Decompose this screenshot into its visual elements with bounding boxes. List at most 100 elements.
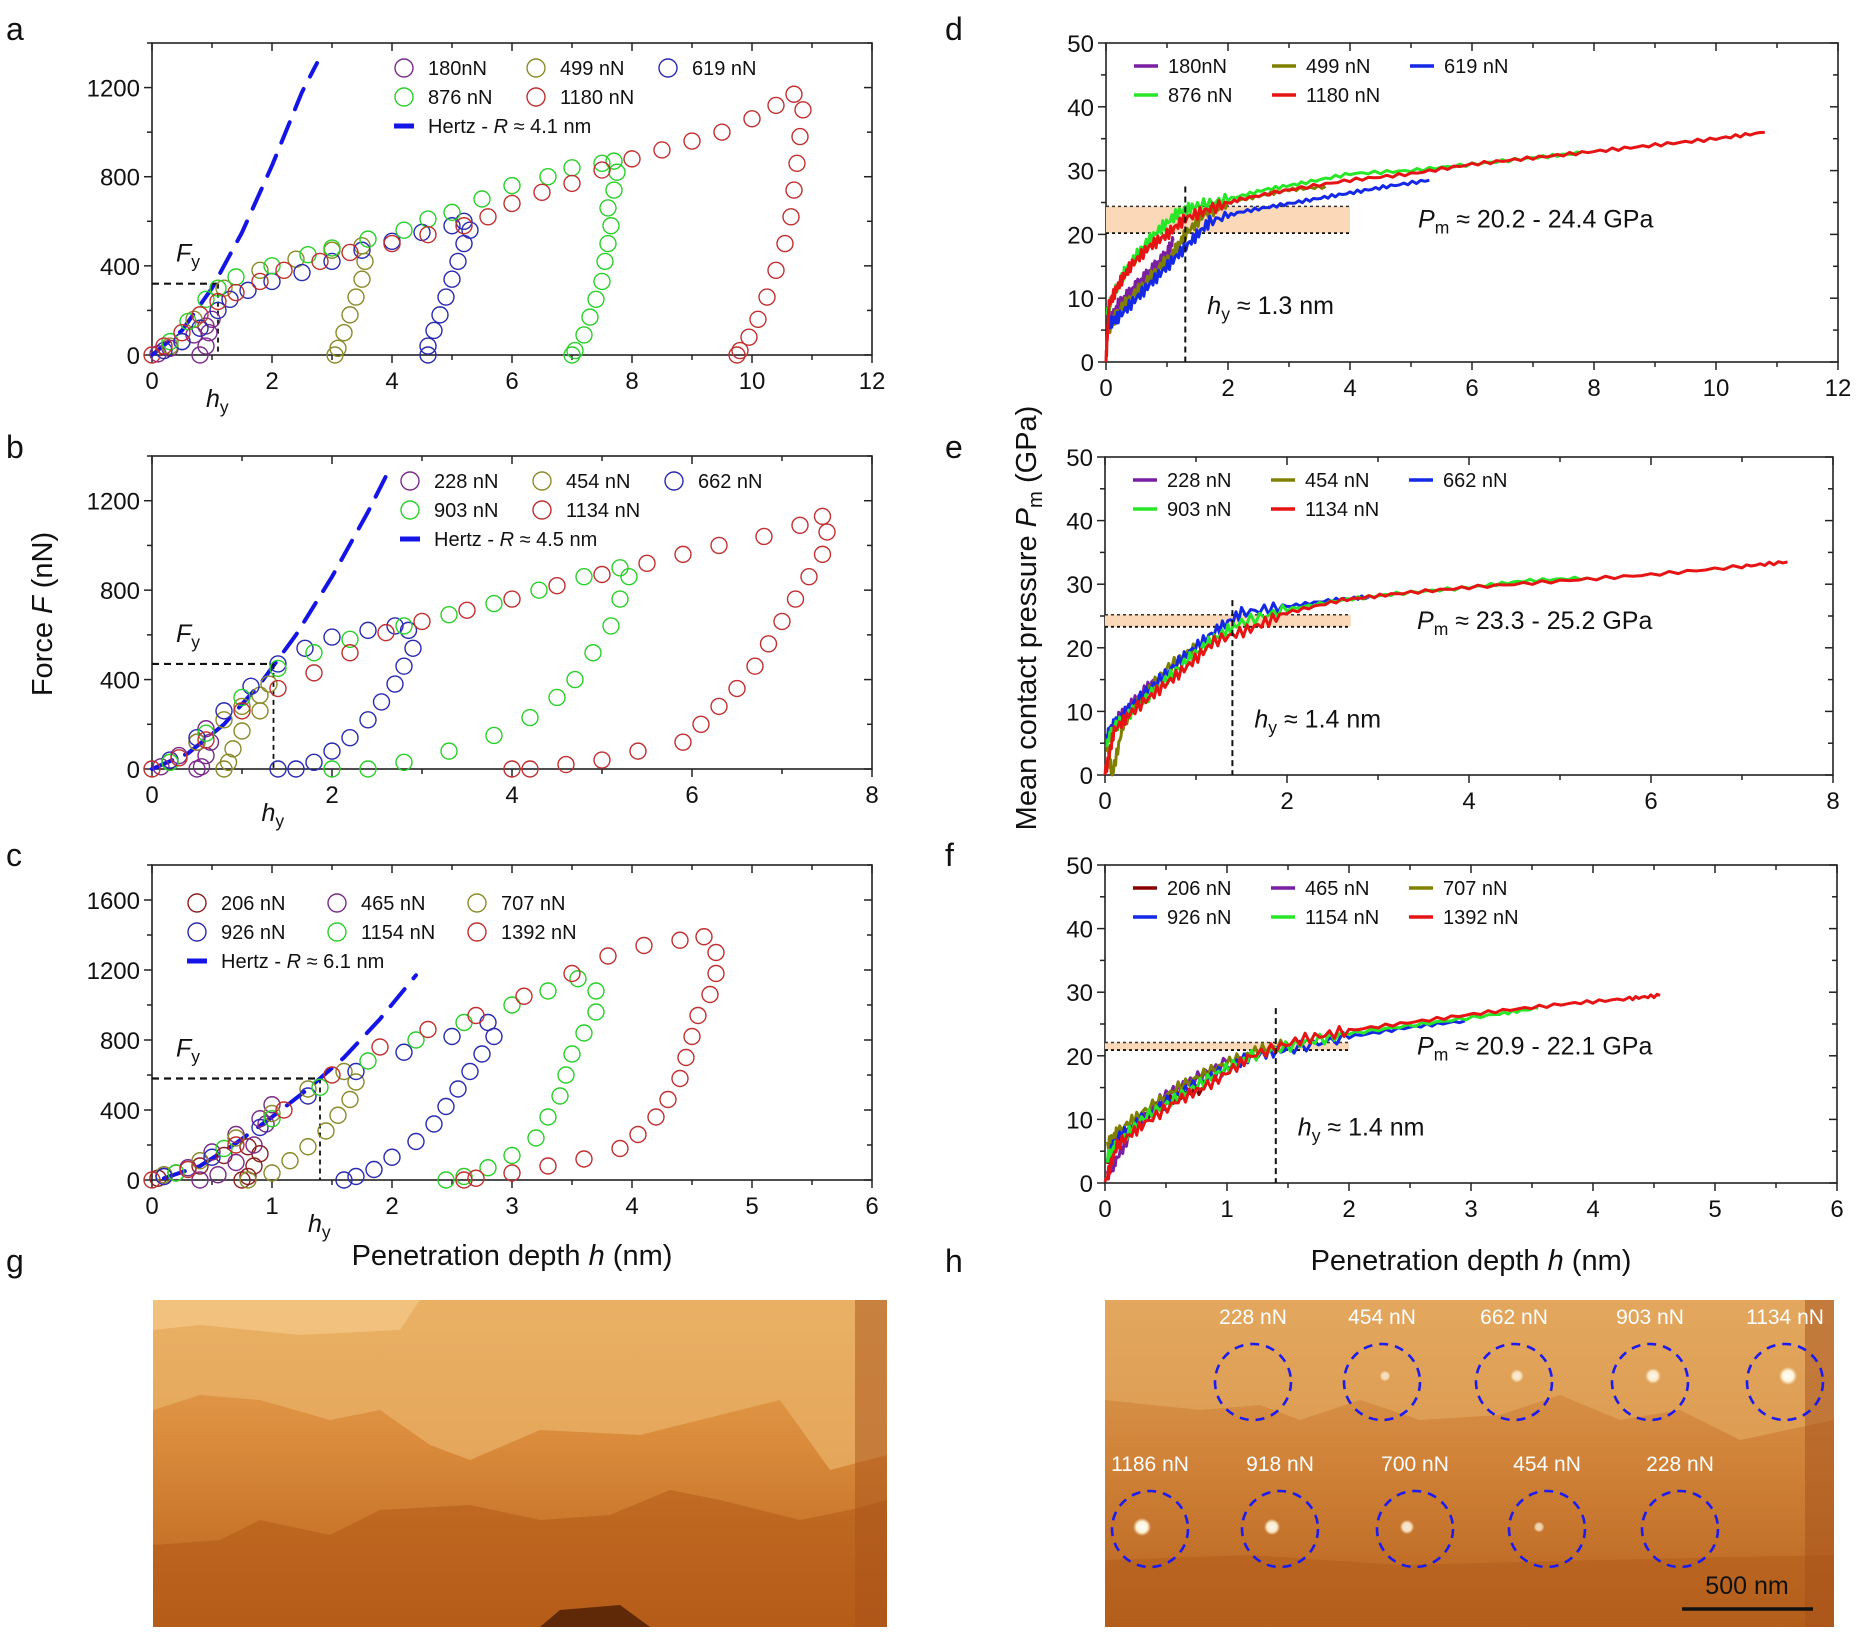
legend-marker <box>526 58 546 78</box>
legend-marker <box>532 471 552 491</box>
legend-label: 707 nN <box>1443 878 1508 900</box>
series-line-1134nN <box>1103 560 1788 776</box>
x-tick-label: 3 <box>505 1193 518 1220</box>
x-tick-label: 4 <box>1462 788 1475 815</box>
data-point <box>341 644 359 662</box>
data-point <box>638 554 656 573</box>
data-point <box>683 132 701 150</box>
data-point <box>173 324 191 342</box>
text-span: F <box>176 240 193 268</box>
data-point <box>395 617 413 635</box>
data-point <box>383 1148 401 1166</box>
x-tick-label: 0 <box>145 782 158 809</box>
data-point <box>269 679 287 698</box>
pm-sub: m <box>1434 1044 1449 1064</box>
y-tick-label: 0 <box>1081 350 1094 377</box>
series-454nN <box>161 675 278 778</box>
data-point <box>743 110 761 128</box>
left-x-axis-title: Penetration depth h (nm) <box>352 1240 673 1272</box>
data-point <box>548 688 566 707</box>
indent-marker-circle <box>1213 1342 1293 1422</box>
legend-hertz-label: Hertz - R ≈ 4.1 nm <box>428 116 591 138</box>
data-point <box>197 724 215 742</box>
indent-marker-circle <box>1375 1489 1455 1569</box>
y-tick-label: 20 <box>1066 636 1093 663</box>
data-point <box>674 545 692 564</box>
data-point <box>791 516 809 535</box>
hertz-fit-line <box>150 474 388 771</box>
legend-label: 1134 nN <box>1305 499 1379 521</box>
legend-label: 619 nN <box>1444 56 1509 78</box>
data-point <box>419 337 437 355</box>
data-point <box>395 657 413 675</box>
x-tick-label: 6 <box>505 368 518 395</box>
data-point <box>395 753 413 771</box>
legend-label: 499 nN <box>1306 56 1371 78</box>
panel-letter-c: c <box>6 837 22 873</box>
series-1154nN <box>167 970 605 1189</box>
panel-letter-b: b <box>6 429 24 465</box>
data-point <box>347 288 365 306</box>
data-point <box>575 326 593 344</box>
legend-label: 926 nN <box>221 922 286 944</box>
data-point <box>221 290 239 308</box>
data-point <box>323 239 341 257</box>
legend-label: 1180 nN <box>560 87 634 109</box>
text-span: m <box>1025 491 1047 508</box>
legend-label: 662 nN <box>1443 470 1508 492</box>
data-point <box>539 1157 557 1175</box>
indent-marker-circle <box>1474 1342 1554 1422</box>
y-tick-label: 800 <box>100 1028 140 1055</box>
data-point <box>386 675 404 693</box>
data-point <box>197 290 215 308</box>
data-point <box>776 234 794 253</box>
panel-letter-f: f <box>945 837 954 873</box>
data-point <box>692 715 710 733</box>
data-point <box>566 341 584 360</box>
data-point <box>347 1073 365 1091</box>
data-point <box>197 731 215 749</box>
data-point <box>371 1038 389 1056</box>
text-span: Hertz - <box>221 951 287 973</box>
data-point <box>551 1087 569 1105</box>
data-point <box>758 288 776 306</box>
y-tick-label: 30 <box>1067 159 1094 186</box>
pm-annotation: Pm ≈ 20.9 - 22.1 GPa <box>1417 1032 1652 1064</box>
data-point <box>419 210 437 228</box>
hy-label: hy <box>262 799 285 831</box>
data-point <box>305 644 323 662</box>
data-point <box>701 985 719 1004</box>
text-span: h <box>262 799 276 827</box>
series-1392nN <box>143 928 725 1189</box>
series-1134nN <box>143 507 836 778</box>
data-point <box>263 1164 281 1182</box>
indent-label-top: 1134 nN <box>1746 1306 1824 1329</box>
data-point <box>455 234 473 253</box>
data-point <box>503 176 521 195</box>
data-point <box>347 1062 365 1081</box>
data-point <box>399 621 418 640</box>
legend-label: 465 nN <box>1305 878 1370 900</box>
data-point <box>386 617 404 635</box>
data-point <box>707 964 725 983</box>
text-span: F <box>27 594 59 614</box>
x-tick-label: 0 <box>1098 788 1111 815</box>
data-point <box>323 1066 341 1084</box>
data-point <box>479 1159 497 1177</box>
x-tick-label: 2 <box>265 368 278 395</box>
hy-value: ≈ 1.4 nm <box>1277 705 1381 733</box>
data-point <box>593 565 611 584</box>
pm-sub: m <box>1434 619 1449 639</box>
text-span: h <box>1548 1245 1564 1277</box>
data-point <box>341 306 359 324</box>
x-tick-label: 6 <box>1644 788 1657 815</box>
data-point <box>710 697 728 716</box>
pm-symbol: P <box>1417 1032 1434 1060</box>
data-point <box>755 527 773 546</box>
data-point <box>443 203 461 222</box>
y-tick-label: 10 <box>1066 699 1093 726</box>
data-point <box>143 1171 161 1189</box>
indent-dot <box>1533 1521 1545 1533</box>
x-tick-label: 2 <box>1280 788 1293 815</box>
